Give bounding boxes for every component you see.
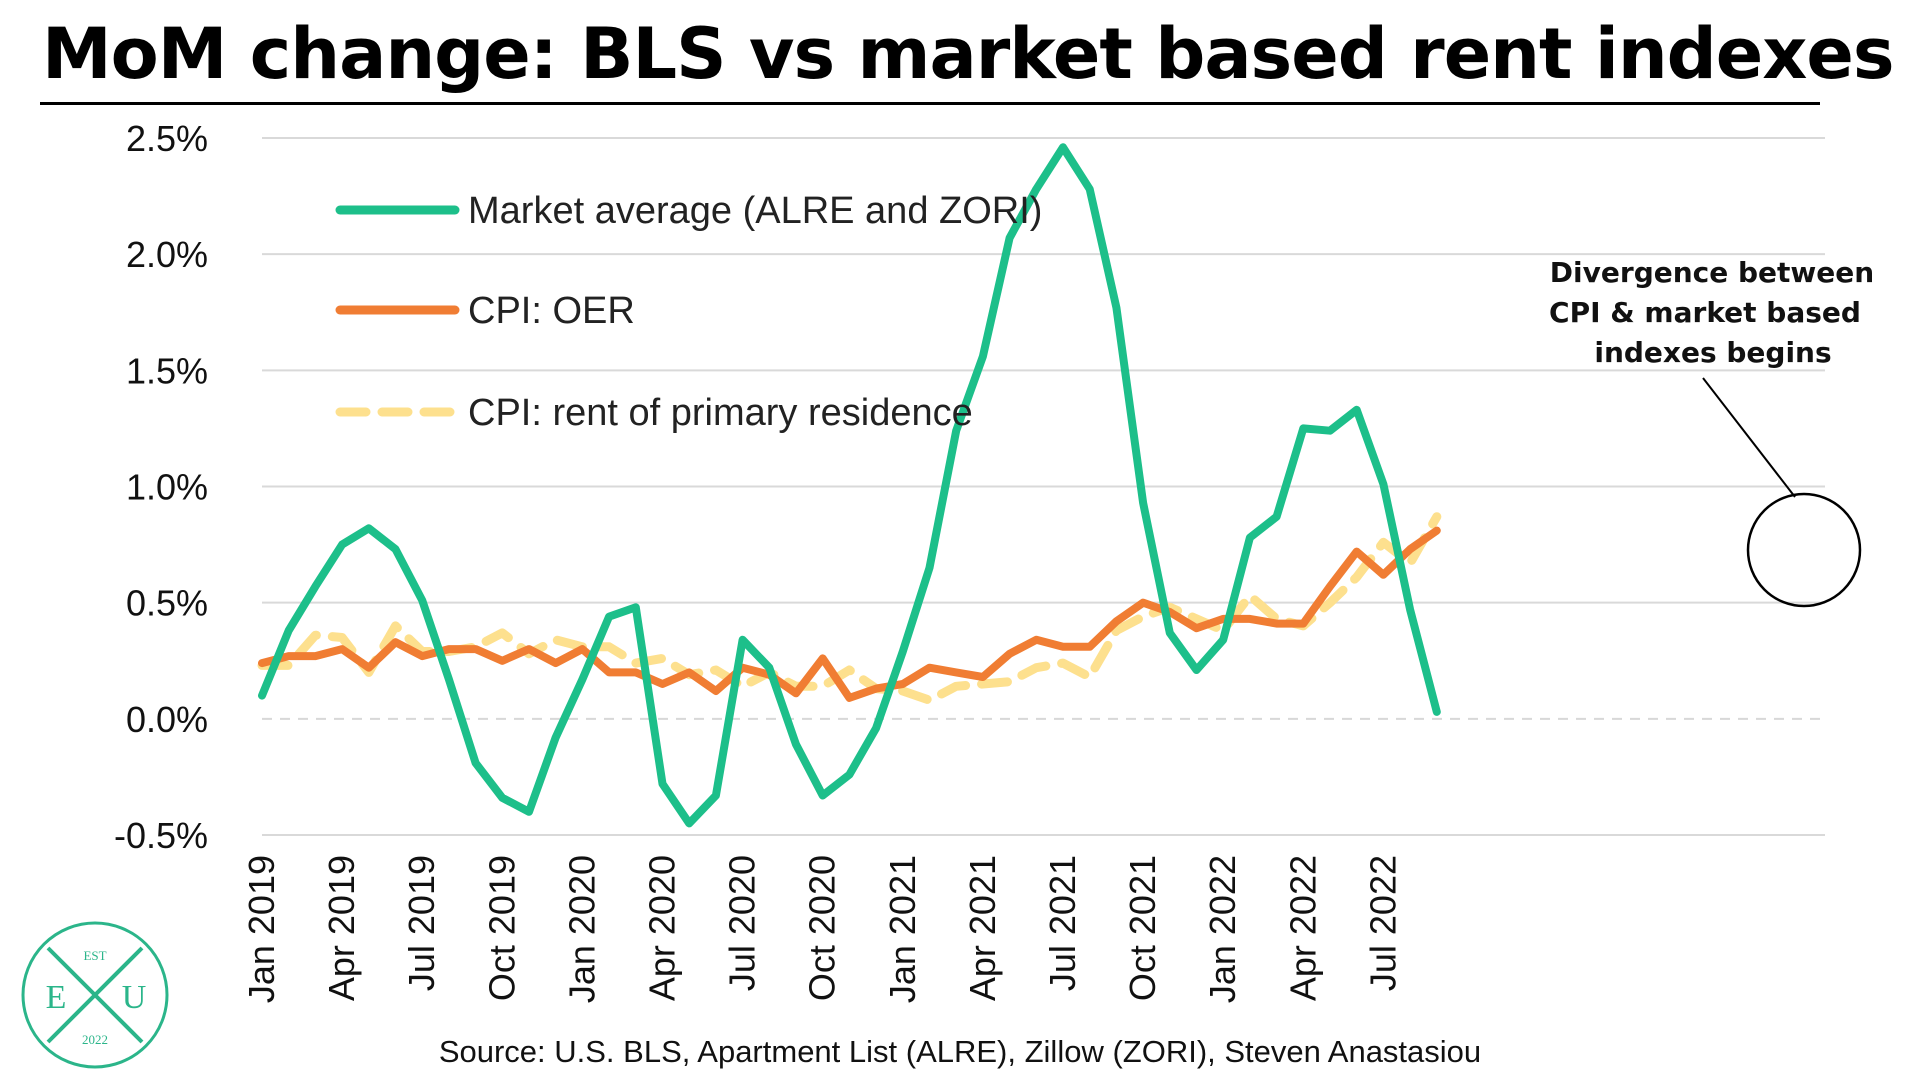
x-tick-label: Jan 2020	[561, 855, 602, 1003]
legend-label: CPI: OER	[468, 290, 635, 332]
y-tick-label: 0.0%	[126, 699, 208, 740]
x-tick-label: Oct 2019	[481, 855, 522, 1001]
logo-bottom-text: 2022	[82, 1032, 108, 1047]
y-tick-label: -0.5%	[114, 815, 208, 856]
line-chart: 2.5% 2.0% 1.5% 1.0% 0.5% 0.0% -0.5% Jan 2019 Ap…	[114, 118, 1874, 1003]
y-tick-label: 1.0%	[126, 467, 208, 508]
title-underline	[40, 102, 1820, 105]
x-tick-label: Apr 2022	[1282, 855, 1323, 1001]
x-tick-label: Oct 2020	[802, 855, 843, 1001]
x-tick-label: Oct 2021	[1122, 855, 1163, 1001]
x-tick-label: Jul 2022	[1362, 855, 1403, 991]
logo-left-letter: E	[46, 979, 67, 1016]
x-axis-ticks: Jan 2019 Apr 2019 Jul 2019 Oct 2019 Jan 2020…	[241, 855, 1403, 1003]
x-tick-label: Jul 2019	[401, 855, 442, 991]
logo-ring-icon	[21, 921, 169, 1069]
source-note: Source: U.S. BLS, Apartment List (ALRE),…	[438, 1034, 1482, 1069]
annotation: Divergence between CPI & market based inde…	[1549, 256, 1874, 608]
x-tick-label: Apr 2021	[962, 855, 1003, 1001]
y-tick-label: 2.5%	[126, 118, 208, 159]
x-tick-label: Jul 2021	[1042, 855, 1083, 991]
x-tick-label: Jan 2022	[1202, 855, 1243, 1003]
x-tick-label: Jan 2019	[241, 855, 282, 1003]
annotation-pointer	[1702, 377, 1796, 498]
legend-label: CPI: rent of primary residence	[468, 392, 973, 434]
annotation-circle	[1746, 492, 1862, 608]
x-tick-label: Apr 2019	[321, 855, 362, 1001]
annotation-text: CPI & market based	[1549, 296, 1861, 329]
legend-label: Market average (ALRE and ZORI)	[468, 190, 1042, 232]
gridlines	[262, 137, 1825, 836]
x-tick-label: Apr 2020	[642, 855, 683, 1001]
chart-title: MoM change: BLS vs market based rent ind…	[42, 13, 1895, 95]
y-tick-label: 2.0%	[126, 234, 208, 275]
y-axis-ticks: 2.5% 2.0% 1.5% 1.0% 0.5% 0.0% -0.5%	[114, 118, 208, 856]
series-line-0	[258, 143, 1441, 828]
annotation-text: Divergence between	[1550, 256, 1874, 289]
legend: Market average (ALRE and ZORI) CPI: OER CP…	[335, 190, 1042, 434]
annotation-text: indexes begins	[1594, 336, 1831, 369]
x-tick-label: Jan 2021	[882, 855, 923, 1003]
y-tick-label: 1.5%	[126, 350, 208, 391]
y-tick-label: 0.5%	[126, 583, 208, 624]
x-tick-label: Jul 2020	[722, 855, 763, 991]
logo-top-text: EST	[83, 948, 106, 963]
series-line-1	[258, 526, 1441, 702]
series-line-2	[257, 512, 1442, 705]
logo-cross-icon	[46, 946, 144, 1044]
series-lines	[257, 143, 1442, 828]
exu-logo: EST E U 2022	[21, 921, 169, 1069]
logo-right-letter: U	[122, 979, 147, 1016]
